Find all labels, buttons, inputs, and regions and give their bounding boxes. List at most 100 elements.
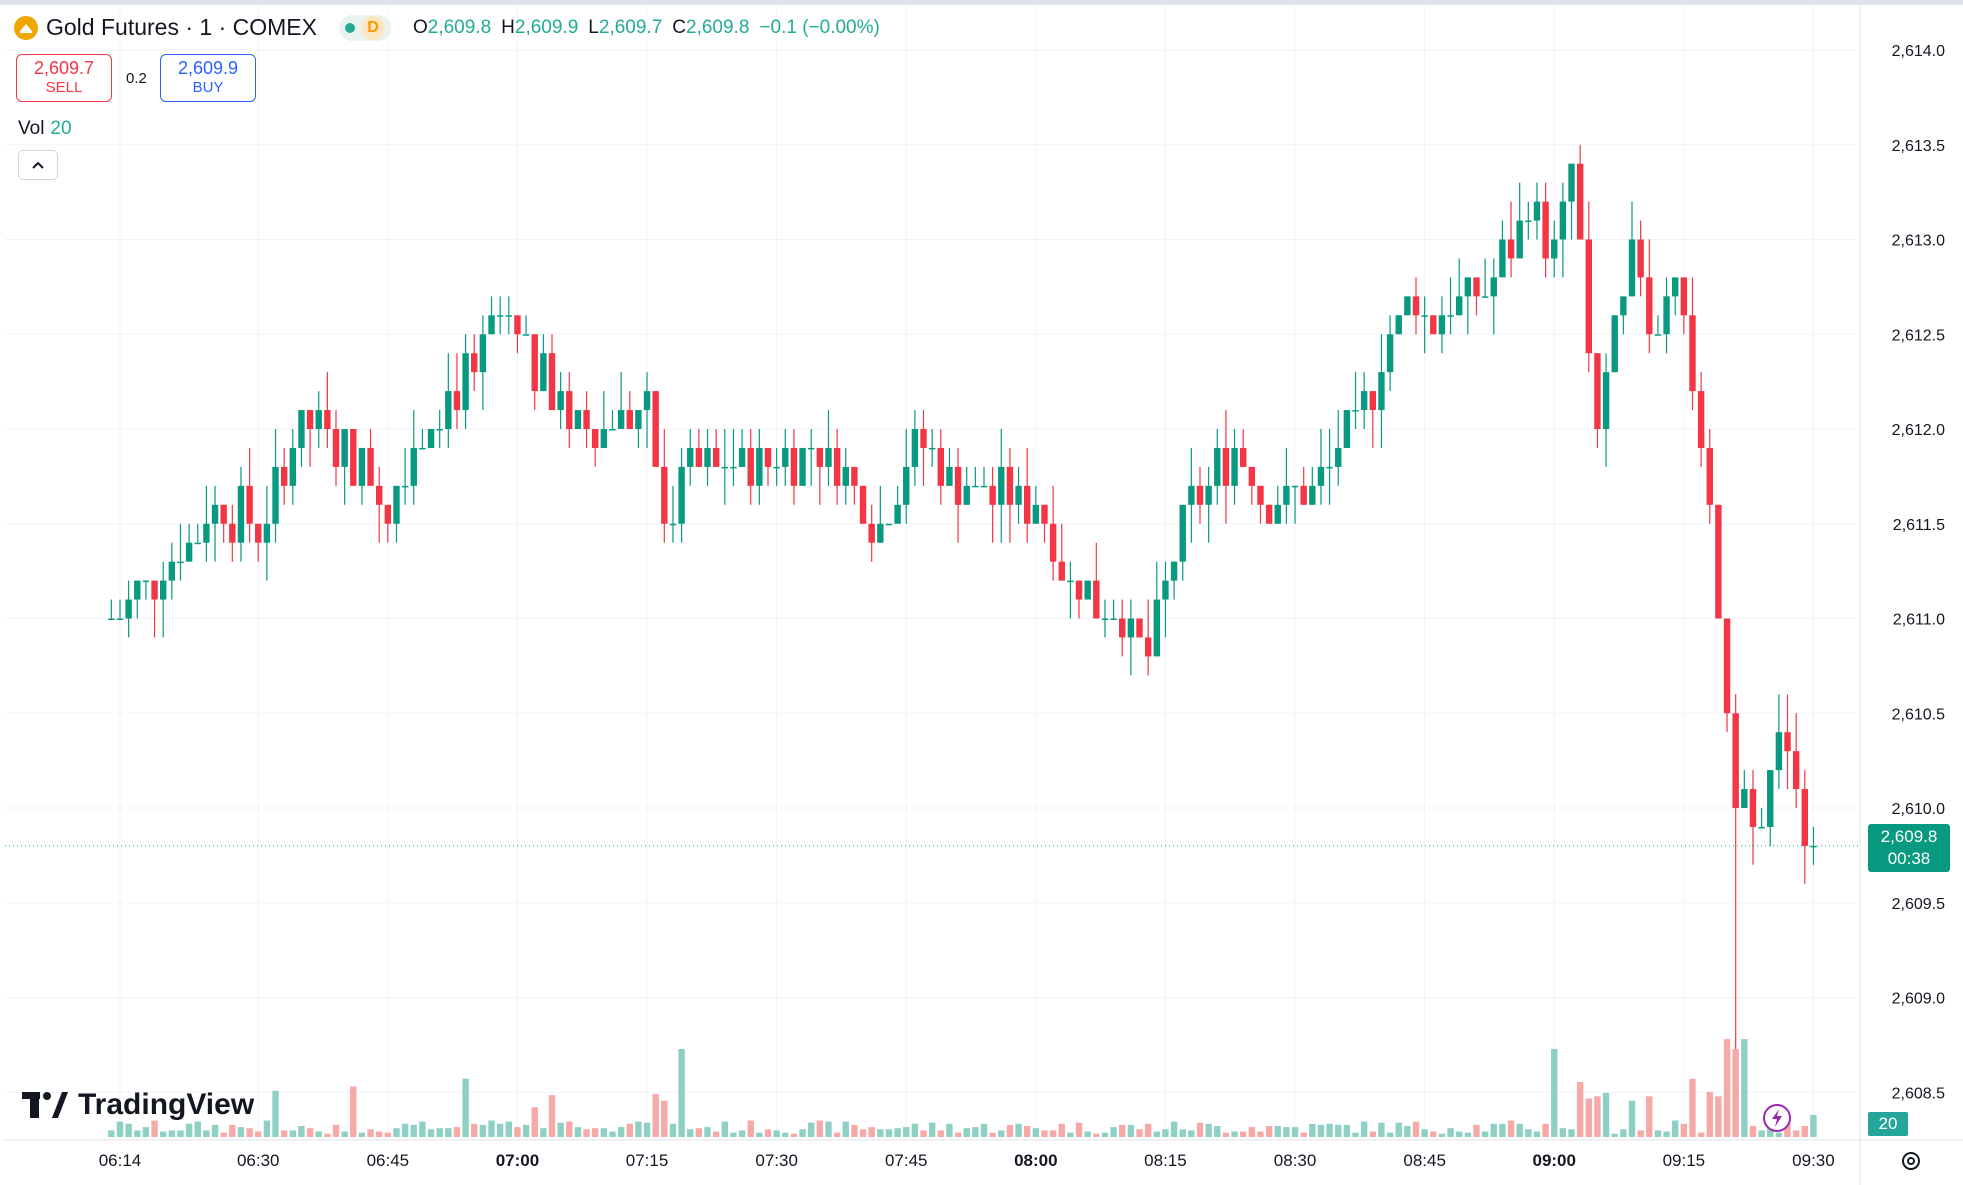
candle-body <box>401 485 409 488</box>
candle-body <box>514 315 521 335</box>
volume-bar <box>229 1124 236 1137</box>
candle-body <box>272 466 279 524</box>
gold-coin-icon[interactable] <box>14 15 38 40</box>
candle-body <box>1317 466 1325 486</box>
volume-bar <box>384 1132 392 1137</box>
volume-bar <box>376 1131 383 1137</box>
candle-body <box>289 447 296 486</box>
candle-body <box>1576 163 1584 240</box>
candle-body <box>488 315 495 335</box>
volume-bar <box>324 1133 331 1137</box>
volume-label: Vol <box>18 118 45 139</box>
volume-bar <box>799 1129 806 1137</box>
candle-body <box>972 485 979 488</box>
candle-body <box>116 618 124 620</box>
price-axis-label: 2,610.5 <box>1892 706 1945 723</box>
delayed-data-badge[interactable]: D <box>360 15 385 40</box>
candle-body <box>954 466 962 505</box>
price-axis-label: 2,609.5 <box>1892 896 1945 913</box>
price-axis-label: 2,614.0 <box>1892 43 1945 60</box>
volume-bar <box>1412 1121 1420 1137</box>
candle-body <box>1248 466 1256 486</box>
candle-body <box>384 504 392 524</box>
candle-body <box>1075 580 1083 600</box>
candle-body <box>505 315 512 317</box>
candle-body <box>1602 372 1610 429</box>
sell-button[interactable]: 2,609.7 SELL <box>16 54 112 102</box>
volume-bar <box>1196 1122 1204 1137</box>
candle-body <box>1689 315 1696 392</box>
candle-body <box>1170 561 1178 581</box>
volume-bar <box>678 1049 685 1137</box>
candle-body <box>574 410 582 429</box>
volume-bar <box>721 1121 728 1137</box>
volume-bar <box>1430 1131 1437 1137</box>
price-axis-label: 2,609.0 <box>1892 991 1945 1008</box>
volume-bar <box>687 1129 694 1137</box>
volume-bar <box>1248 1127 1256 1137</box>
volume-bar <box>980 1123 988 1137</box>
volume-bar <box>358 1132 366 1137</box>
time-axis-label: 07:30 <box>755 1151 798 1170</box>
low-value: 2,609.7 <box>598 16 663 38</box>
candle-body <box>1231 447 1238 486</box>
volume-bar <box>712 1131 720 1137</box>
candle-body <box>1058 561 1065 581</box>
candle-body <box>229 523 236 543</box>
volume-bar <box>1214 1126 1221 1137</box>
volume-bar <box>1041 1130 1048 1137</box>
candle-body <box>1369 391 1376 411</box>
volume-bar <box>393 1128 400 1137</box>
volume-bar <box>609 1131 616 1137</box>
volume-bar <box>1343 1124 1351 1137</box>
volume-bar <box>1058 1123 1065 1137</box>
candle-body <box>1153 599 1160 657</box>
candle-body <box>600 429 608 448</box>
candle-body <box>816 447 824 467</box>
tradingview-logo-icon <box>22 1092 68 1118</box>
volume-bar <box>756 1132 763 1137</box>
candle-body <box>160 580 167 600</box>
market-status-pill[interactable]: D <box>338 14 391 41</box>
time-axis-label: 08:45 <box>1403 1151 1446 1170</box>
candle-body <box>1188 485 1195 505</box>
volume-bar <box>1637 1130 1644 1137</box>
candle-body <box>1672 277 1679 297</box>
volume-bar <box>1784 1122 1791 1137</box>
candle-body <box>808 447 815 450</box>
volume-bar <box>1741 1039 1748 1137</box>
candle-body <box>1723 618 1731 714</box>
volume-bar <box>185 1123 193 1137</box>
candle-body <box>1196 485 1204 505</box>
sell-price: 2,609.7 <box>33 58 95 78</box>
volume-bar <box>1162 1129 1169 1137</box>
candle-body <box>782 447 789 467</box>
volume-bar <box>203 1130 210 1137</box>
time-axis-label: 06:30 <box>237 1151 280 1170</box>
volume-bar <box>911 1123 919 1137</box>
tradingview-logo[interactable]: TradingView <box>22 1088 254 1122</box>
volume-bar <box>1024 1126 1031 1137</box>
candle-body <box>1732 713 1739 808</box>
candle-body <box>298 410 305 448</box>
volume-bar <box>1533 1131 1541 1137</box>
collapse-legend-button[interactable] <box>18 150 58 180</box>
candle-body <box>1257 485 1264 505</box>
volume-bar <box>488 1120 495 1137</box>
volume-bar <box>1101 1132 1109 1137</box>
time-axis-label: 06:45 <box>367 1151 410 1170</box>
candle-body <box>280 466 288 486</box>
candle-body <box>1283 485 1290 505</box>
volume-bar <box>1568 1129 1575 1137</box>
volume-bar <box>946 1123 953 1137</box>
volume-bar <box>160 1131 167 1137</box>
candle-body <box>1127 618 1135 638</box>
settings-gear-icon[interactable] <box>1898 1148 1924 1174</box>
volume-bar <box>1758 1130 1765 1137</box>
buy-button[interactable]: 2,609.9 BUY <box>160 54 256 102</box>
symbol-title[interactable]: Gold Futures · 1 · COMEX <box>46 14 317 40</box>
lightning-icon[interactable] <box>1762 1103 1792 1133</box>
candle-body <box>531 334 538 392</box>
volume-legend[interactable]: Vol 20 <box>18 118 72 140</box>
